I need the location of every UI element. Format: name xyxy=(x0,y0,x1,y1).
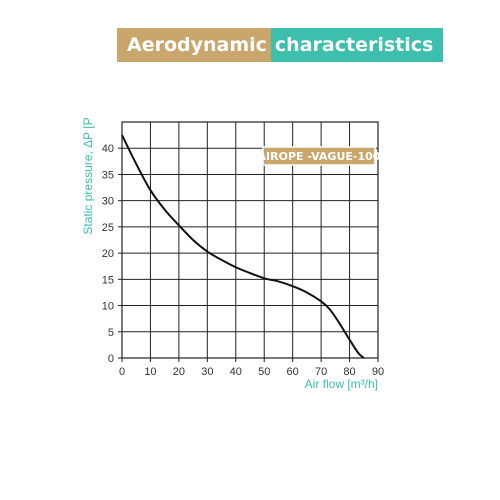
pressure-curve-line xyxy=(121,134,365,359)
title-part-2: characteristics xyxy=(270,28,444,62)
model-label-box xyxy=(262,146,376,166)
x-tick-label: 20 xyxy=(173,366,185,378)
model-label-text: AIROPE -VAGUE-100 xyxy=(258,150,381,163)
y-tick-label: 0 xyxy=(108,353,114,365)
x-tick-label: 40 xyxy=(230,366,242,378)
y-tick-label: 10 xyxy=(102,301,114,313)
y-tick-label: 35 xyxy=(102,169,114,181)
x-tick-label: 80 xyxy=(343,366,355,378)
y-tick-label: 5 xyxy=(108,327,114,339)
x-tick-label: 60 xyxy=(287,366,299,378)
y-tick-label: 25 xyxy=(102,222,114,234)
chart-title-banner: Aerodynamic characteristics xyxy=(117,28,444,62)
title-part-1: Aerodynamic xyxy=(117,28,271,62)
y-tick-label: 40 xyxy=(102,143,114,155)
x-tick-label: 10 xyxy=(144,366,156,378)
y-tick-label: 30 xyxy=(102,196,114,208)
x-tick-label: 50 xyxy=(258,366,270,378)
x-axis-title: Air flow [m³/h] xyxy=(305,377,378,391)
y-axis-title: Static pressure, ΔP [P xyxy=(81,117,95,234)
x-tick-label: 90 xyxy=(372,366,384,378)
y-tick-label: 15 xyxy=(102,274,114,286)
x-tick-label: 70 xyxy=(315,366,327,378)
y-tick-label: 20 xyxy=(102,248,114,260)
x-tick-label: 0 xyxy=(119,366,125,378)
x-tick-label: 30 xyxy=(201,366,213,378)
